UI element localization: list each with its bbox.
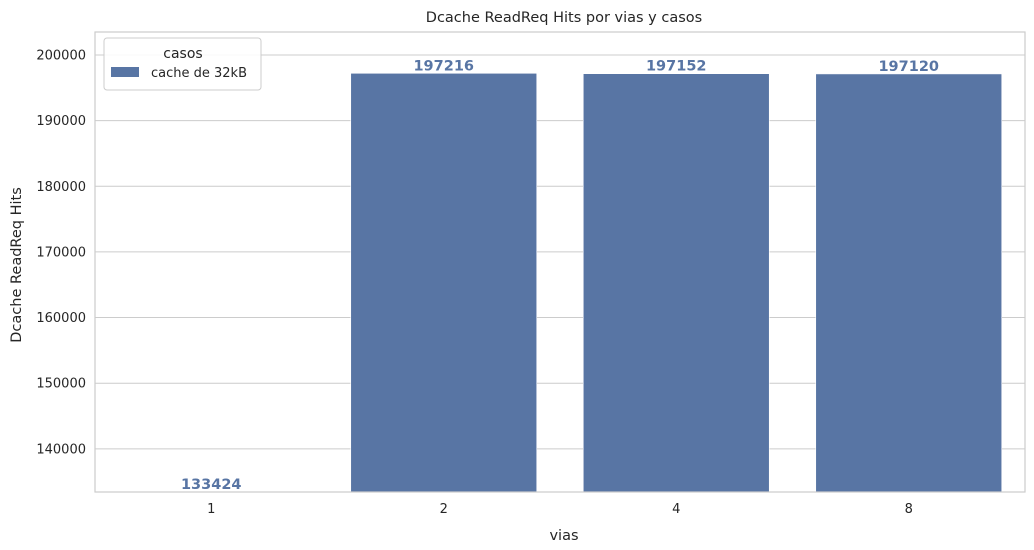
data-label-layer: 133424 197216 197152 197120 — [181, 58, 939, 493]
y-axis-label: Dcache ReadReq Hits — [9, 187, 25, 342]
y-tick-label: 170000 — [36, 245, 86, 260]
x-axis-label: vias — [549, 528, 578, 544]
legend: casos cache de 32kB — [103, 37, 262, 91]
legend-title: casos — [163, 46, 202, 62]
bar-vias-8 — [815, 73, 1003, 493]
y-tick-label: 140000 — [36, 442, 86, 457]
x-tick-label: 2 — [440, 502, 448, 517]
x-tick-layer: 1 2 4 8 — [207, 502, 913, 517]
x-tick-label: 4 — [672, 502, 680, 517]
bar-data-label: 197152 — [646, 59, 707, 75]
y-tick-label: 180000 — [36, 180, 86, 195]
legend-box — [103, 37, 262, 91]
bar-vias-2 — [350, 72, 538, 493]
bar-data-label: 197216 — [413, 58, 474, 74]
y-tick-label: 150000 — [36, 377, 86, 392]
y-tick-label: 190000 — [36, 114, 86, 129]
x-tick-label: 1 — [207, 502, 215, 517]
bar-data-label: 197120 — [878, 59, 939, 75]
bar-data-label: 133424 — [181, 477, 242, 493]
bar-layer — [350, 72, 1003, 493]
y-tick-label: 160000 — [36, 311, 86, 326]
plot-frame — [94, 31, 1026, 493]
legend-swatch — [111, 67, 139, 77]
y-tick-label: 200000 — [36, 49, 86, 64]
x-tick-label: 8 — [905, 502, 913, 517]
bar-vias-4 — [582, 73, 770, 493]
chart-title: Dcache ReadReq Hits por vias y casos — [426, 10, 702, 26]
y-tick-layer: 140000 150000 160000 170000 180000 190000 2000… — [36, 49, 86, 458]
legend-entry-label: cache de 32kB — [151, 66, 247, 81]
